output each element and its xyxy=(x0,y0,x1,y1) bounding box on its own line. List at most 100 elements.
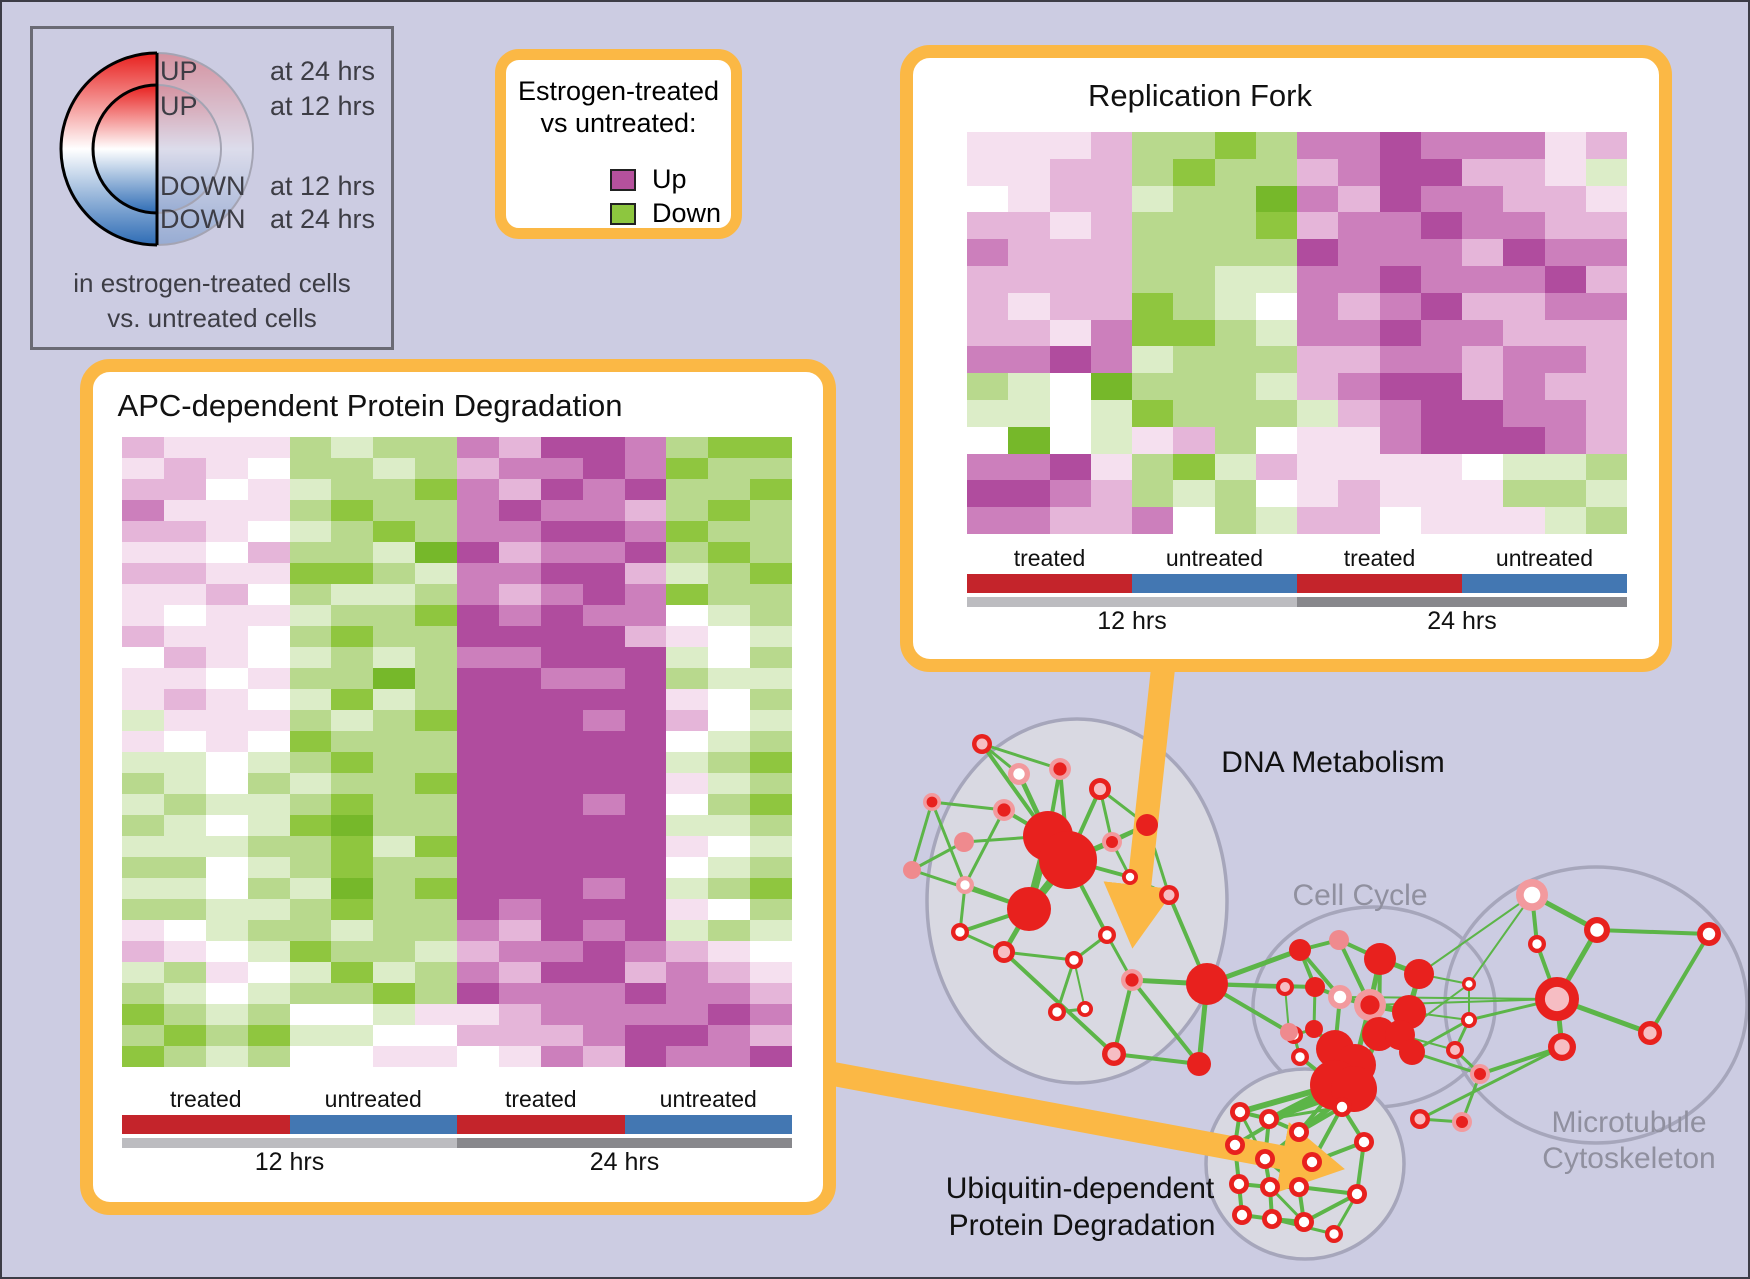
down-color-swatch xyxy=(610,202,636,225)
gene-node-rw xyxy=(1347,1184,1367,1204)
gene-node-r xyxy=(1136,814,1158,836)
gene-node-rw xyxy=(1354,1132,1374,1152)
gene-node-pr xyxy=(1452,1112,1472,1132)
network-edge xyxy=(930,800,1006,812)
gene-node-rw xyxy=(1122,869,1138,885)
gene-node-r xyxy=(1187,1052,1211,1076)
gene-node-pr xyxy=(1049,758,1071,780)
gene-node-rw xyxy=(1260,1177,1280,1197)
gene-node-rp xyxy=(1159,885,1179,905)
ubiquitin-label-line2: Protein Degradation xyxy=(948,1209,1216,1242)
gene-node-rw xyxy=(1462,977,1476,991)
gene-node-pr xyxy=(1121,969,1143,991)
gene-node-rw xyxy=(1225,1135,1245,1155)
gene-node-rw xyxy=(1697,922,1721,946)
gene-node-rp xyxy=(1535,977,1579,1021)
network-edge xyxy=(1002,950,1076,962)
rf-panel-title: Replication Fork xyxy=(1088,78,1312,113)
replication-fork-panel xyxy=(900,45,1672,672)
ring-down-12-label: DOWN xyxy=(160,171,246,201)
gene-node-rw xyxy=(1262,1209,1282,1229)
color-legend-title-line1: Estrogen-treated xyxy=(517,76,720,106)
apc-panel-title: APC-dependent Protein Degradation xyxy=(117,388,623,423)
gene-node-rp xyxy=(972,734,992,754)
arrow-replication-fork-to-dna xyxy=(1103,648,1177,949)
network-edge xyxy=(1595,928,1711,936)
gene-node-rw xyxy=(1584,917,1610,943)
gene-node-pr xyxy=(1470,1064,1490,1084)
gene-node-rp xyxy=(1276,978,1294,996)
microtubule-label-line1: Microtubule xyxy=(1551,1106,1707,1139)
gene-node-rp xyxy=(1089,778,1111,800)
cell-cycle-label: Cell Cycle xyxy=(1292,879,1428,912)
ring-legend-box: UP at 24 hrs UP at 12 hrs DOWN at 12 hrs… xyxy=(30,26,394,350)
gene-node-pw xyxy=(1516,879,1548,911)
cluster-dna-metabolism xyxy=(925,717,1229,1085)
network-edge xyxy=(963,808,1006,887)
gene-node-pw xyxy=(1328,985,1352,1009)
cluster-microtubule-cytoskeleton xyxy=(1443,865,1748,1145)
apc-degradation-panel xyxy=(80,359,836,1215)
gene-node-r xyxy=(1364,943,1396,975)
gene-node-rw xyxy=(1065,951,1083,969)
gene-node-rp xyxy=(1548,1033,1576,1061)
gene-node-rw xyxy=(1048,1003,1066,1021)
ubiquitin-label-line1: Ubiquitin-dependent xyxy=(945,1172,1215,1205)
ring-time-24-label: at 24 hrs xyxy=(269,56,375,86)
network-edge xyxy=(1468,894,1533,985)
gene-node-rw xyxy=(1289,1122,1309,1142)
gene-node-r xyxy=(1305,1020,1323,1038)
gene-node-r xyxy=(1399,1039,1425,1065)
ring-footer-line1: in estrogen-treated cells xyxy=(73,268,351,298)
gene-node-rp xyxy=(1410,1109,1430,1129)
gene-node-pr xyxy=(1354,989,1386,1021)
microtubule-label-line2: Cytoskeleton xyxy=(1542,1142,1716,1175)
gene-node-rw xyxy=(1232,1205,1252,1225)
gene-node-r xyxy=(1404,959,1434,989)
network-edge xyxy=(980,742,1062,771)
ring-time-12-label: at 12 hrs xyxy=(269,91,375,121)
gene-node-rw xyxy=(1255,1149,1275,1169)
annotation-arrows xyxy=(825,648,1345,1193)
gene-node-r xyxy=(1039,831,1097,889)
gene-node-rp xyxy=(993,941,1015,963)
ring-down-24-label: DOWN xyxy=(160,204,246,234)
gene-node-rw xyxy=(1077,1001,1093,1017)
gene-node-rw xyxy=(1528,935,1546,953)
network-edge xyxy=(1648,932,1711,1035)
gene-node-p xyxy=(954,832,974,852)
gene-node-r xyxy=(1305,977,1325,997)
network-edge xyxy=(930,800,967,887)
gene-node-p xyxy=(1329,930,1349,950)
gene-node-rw xyxy=(1291,1048,1309,1066)
network-nodes xyxy=(903,734,1721,1243)
network-edge xyxy=(1055,958,1076,1014)
network-edge xyxy=(1478,1045,1564,1076)
gene-node-rp xyxy=(1102,1042,1126,1066)
gene-node-p xyxy=(903,861,921,879)
gene-node-r xyxy=(1186,963,1228,1005)
gene-node-rw xyxy=(1229,1174,1249,1194)
ring-up-24-label: UP xyxy=(160,56,198,86)
gene-node-rw xyxy=(951,923,969,941)
gene-node-rw xyxy=(1325,1225,1343,1243)
network-edge xyxy=(1418,1045,1564,1121)
network-edge xyxy=(1418,894,1533,975)
gene-node-pr xyxy=(993,799,1015,821)
down-label: Down xyxy=(652,198,722,228)
dna-metabolism-label: DNA Metabolism xyxy=(1221,746,1445,779)
up-label: Up xyxy=(652,164,687,194)
up-color-swatch xyxy=(610,168,636,191)
gene-node-rp xyxy=(1638,1021,1662,1045)
gene-node-rw xyxy=(1098,926,1116,944)
network-edge xyxy=(1112,1052,1201,1066)
network-edge xyxy=(1130,978,1201,1066)
color-legend-box: Estrogen-treated vs untreated: Up Down xyxy=(495,49,742,239)
ring-up-12-label: UP xyxy=(160,91,198,121)
gene-node-rw xyxy=(1294,1212,1314,1232)
gene-node-rw xyxy=(1302,1152,1322,1172)
gene-node-r xyxy=(1007,887,1051,931)
gene-node-p xyxy=(1280,1023,1298,1041)
